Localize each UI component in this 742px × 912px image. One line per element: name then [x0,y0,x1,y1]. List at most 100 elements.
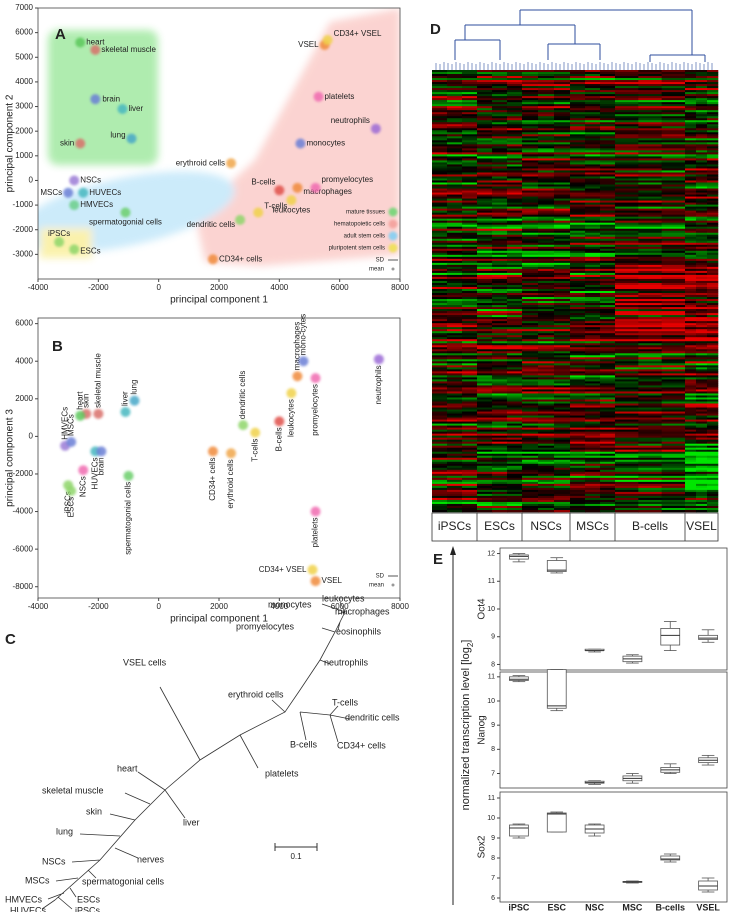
heatmap-cell [615,491,639,495]
heatmap-cell [661,136,686,139]
heatmap-cell [638,505,662,509]
heatmap-cell [707,226,719,230]
heatmap-cell [570,389,586,392]
heatmap-cell [638,417,662,420]
heatmap-cell [615,146,639,149]
heatmap-cell [554,288,571,292]
heatmap-cell [432,280,448,284]
heatmap-cell [447,507,463,511]
point-label: B-cells [251,177,275,186]
heatmap-cell [522,317,539,320]
heatmap-cell [685,212,697,215]
heatmap-cell [600,174,616,177]
heatmap-cell [696,280,708,284]
heatmap-cell [507,433,523,436]
heatmap-cell [507,507,523,511]
heatmap-cell [447,78,463,81]
heatmap-cell [685,363,697,366]
heatmap-cell [462,184,478,187]
heatmap-cell [661,88,686,91]
heatmap-cell [585,343,601,346]
heatmap-cell [462,140,478,143]
heatmap-cell [685,168,697,171]
heatmap-cell [462,305,478,308]
heatmap-cell [585,421,601,424]
group-label: VSEL [686,519,717,533]
heatmap-cell [638,88,662,91]
heatmap-cell [477,357,493,360]
heatmap-cell [507,339,523,342]
heatmap-cell [462,228,478,232]
heatmap-cell [585,156,601,159]
heatmap-cell [462,397,478,400]
heatmap-cell [585,419,601,422]
heatmap-cell [462,162,478,165]
heatmap-cell [615,499,639,503]
heatmap-cell [685,166,697,169]
heatmap-cell [661,303,686,306]
heatmap-cell [522,220,539,223]
heatmap-cell [462,230,478,234]
heatmap-cell [538,333,555,336]
heatmap-cell [661,236,686,240]
heatmap-cell [507,288,523,292]
heatmap-cell [538,170,555,173]
heatmap-cell [538,329,555,332]
heatmap-cell [615,483,639,487]
heatmap-cell [570,399,586,402]
heatmap-cell [600,307,616,310]
heatmap-cell [707,102,719,105]
heatmap-cell [615,236,639,240]
heatmap-cell [538,345,555,348]
heatmap-cell [432,415,448,418]
heatmap-cell [432,98,448,101]
tree-leaf-label: skin [86,806,102,816]
heatmap-cell [554,401,571,404]
heatmap-cell [447,132,463,135]
heatmap-cell [696,299,708,302]
heatmap-cell [477,343,493,346]
x-axis-label: principal component 1 [170,614,268,625]
heatmap-cell [696,301,708,304]
heatmap-cell [554,315,571,318]
heatmap-cell [638,132,662,135]
heatmap-cell [707,132,719,135]
heatmap-cell [432,341,448,344]
heatmap-cell [492,369,508,372]
heatmap-cell [522,453,539,457]
heatmap-cell [492,495,508,499]
heatmap-cell [661,260,686,264]
heatmap-cell [554,198,571,201]
heatmap-cell [696,327,708,330]
heatmap-cell [522,345,539,348]
heatmap-cell [661,457,686,461]
heatmap-cell [447,162,463,165]
point [66,437,77,448]
heatmap-cell [661,345,686,348]
heatmap-cell [685,178,697,181]
heatmap-cell [447,303,463,306]
x-tick-label: B-cells [655,902,685,912]
heatmap-cell [554,317,571,320]
heatmap-cell [615,507,639,511]
heatmap-cell [538,485,555,489]
heatmap-cell [600,124,616,127]
heatmap-cell [538,142,555,145]
heatmap-cell [707,242,719,246]
heatmap-cell [507,226,523,230]
heatmap-cell [615,98,639,101]
heatmap-cell [538,331,555,334]
heatmap-cell [638,357,662,360]
heatmap-cell [707,399,719,402]
heatmap-cell [492,441,508,444]
heatmap-cell [661,385,686,388]
heatmap-cell [492,180,508,183]
y-tick-label: 6000 [15,319,33,328]
heatmap-cell [638,82,662,85]
heatmap-cell [707,70,719,73]
heatmap-cell [538,367,555,370]
heatmap-cell [661,150,686,153]
heatmap-cell [477,164,493,167]
heatmap-cell [447,120,463,123]
